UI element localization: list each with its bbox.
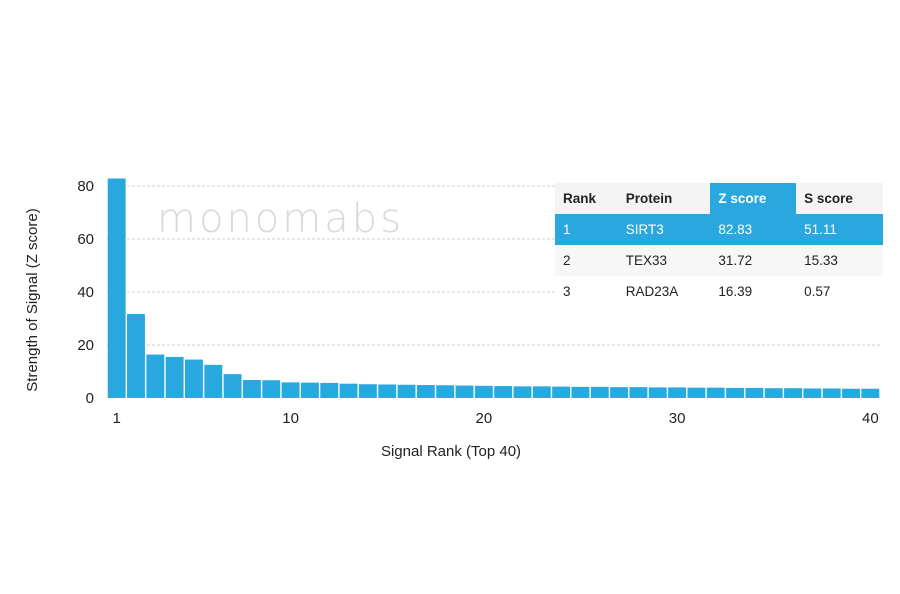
bar-rank-9 [262,380,281,398]
bar-rank-36 [784,388,802,398]
bar-rank-32 [706,387,725,398]
bar-rank-17 [416,385,435,398]
bar-rank-15 [378,384,397,398]
cell-z-score: 16.39 [710,276,797,307]
table-row: 2 TEX33 31.72 15.33 [555,245,883,276]
bar-rank-6 [204,364,223,398]
bar-rank-30 [668,387,687,398]
cell-rank: 2 [555,245,618,276]
y-axis-label: Strength of Signal (Z score) [24,208,41,391]
bar-rank-33 [726,387,745,398]
bar-rank-18 [436,385,455,398]
bar-rank-25 [571,386,590,398]
x-axis-label: Signal Rank (Top 40) [381,443,521,460]
bar-rank-27 [610,387,629,398]
bar-rank-20 [474,385,493,398]
bar-rank-29 [648,387,667,398]
bars [107,178,880,398]
bar-rank-37 [803,388,822,398]
y-tick-label: 20 [77,337,94,354]
cell-protein: TEX33 [617,245,711,276]
cell-z-score: 31.72 [710,245,797,276]
bar-rank-31 [687,387,706,398]
header-rank: Rank [555,183,618,214]
bar-rank-11 [300,382,319,398]
cell-protein: RAD23A [617,276,711,307]
watermark-text: monomabs [157,196,404,242]
header-z-score: Z score [710,183,797,214]
bar-rank-35 [764,388,783,398]
cell-rank: 1 [555,214,618,245]
bar-rank-23 [532,386,551,398]
cell-protein: SIRT3 [617,214,711,245]
header-protein: Protein [617,183,711,214]
bar-rank-14 [358,384,377,398]
bar-rank-39 [842,388,860,398]
bar-rank-12 [320,382,339,398]
bar-rank-13 [339,383,358,398]
table-row: 3 RAD23A 16.39 0.57 [555,276,883,307]
bar-rank-3 [146,354,165,398]
cell-s-score: 0.57 [796,276,883,307]
bar-rank-34 [745,387,764,398]
bar-rank-5 [185,359,203,398]
bar-rank-19 [455,385,474,398]
gridlines [107,185,880,346]
cell-s-score: 15.33 [796,245,883,276]
bar-rank-40 [861,388,880,398]
top-hits-table: Rank Protein Z score S score 1 SIRT3 82.… [555,183,883,307]
x-tick-label: 20 [475,410,492,427]
bar-rank-1 [107,178,126,398]
x-tick-label: 1 [112,410,120,427]
bar-rank-38 [822,388,841,398]
y-tick-label: 40 [77,284,94,301]
bar-rank-7 [223,374,242,398]
bar-rank-10 [281,382,300,398]
bar-rank-24 [552,386,571,398]
x-tick-label: 30 [669,410,686,427]
y-tick-labels: 0 20 40 60 80 [77,178,94,407]
bar-rank-28 [629,387,648,398]
bar-rank-22 [513,386,532,398]
x-tick-label: 40 [862,410,879,427]
bar-rank-4 [165,356,184,398]
y-tick-label: 0 [86,390,94,407]
x-tick-label: 10 [282,410,299,427]
bar-rank-21 [494,386,513,398]
y-tick-label: 60 [77,231,94,248]
cell-s-score: 51.11 [796,214,883,245]
y-tick-label: 80 [77,178,94,195]
bar-rank-26 [590,386,609,398]
bar-rank-16 [397,384,416,398]
cell-z-score: 82.83 [710,214,797,245]
table-header-row: Rank Protein Z score S score [555,183,883,214]
x-tick-labels: 1 10 20 30 40 [112,410,878,427]
cell-rank: 3 [555,276,618,307]
bar-rank-8 [242,379,261,398]
header-s-score: S score [796,183,883,214]
bar-rank-2 [127,313,145,398]
table-row: 1 SIRT3 82.83 51.11 [555,214,883,245]
